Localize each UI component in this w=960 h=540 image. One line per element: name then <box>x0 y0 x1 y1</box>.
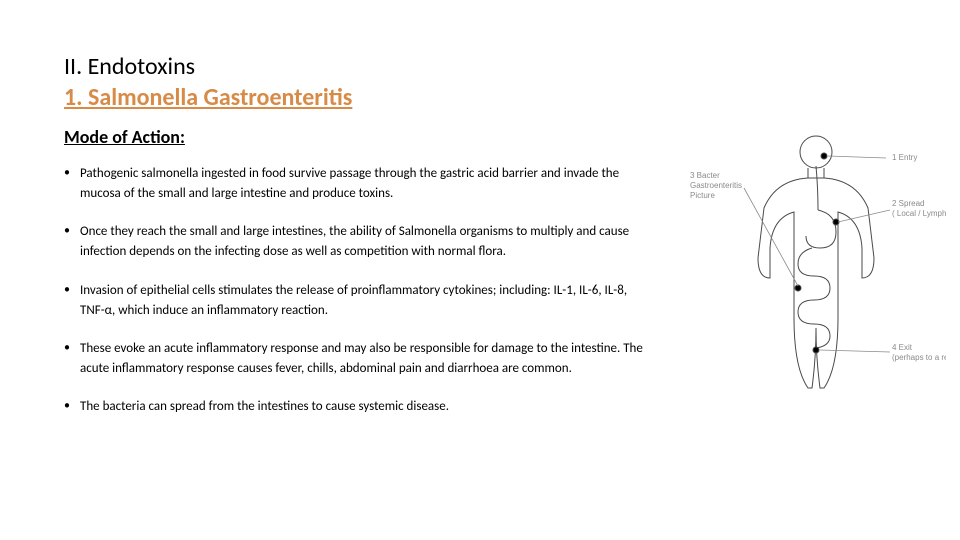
diagram-label-entry: 1 Entry <box>892 153 917 162</box>
bullet-item: These evoke an acute inflammatory respon… <box>64 339 654 379</box>
subsection-heading: 1. Salmonella Gastroenteritis <box>64 83 896 112</box>
bullet-item: Once they reach the small and large inte… <box>64 222 654 262</box>
bullet-item: The bacteria can spread from the intesti… <box>64 397 654 417</box>
bullet-item: Pathogenic salmonella ingested in food s… <box>64 164 654 204</box>
body-diagram: 3 BacterGastroenteritisPicture 1 Entry 2… <box>686 128 946 408</box>
diagram-label-left: 3 BacterGastroenteritisPicture <box>690 171 742 200</box>
section-heading: II. Endotoxins <box>64 52 896 81</box>
diagram-label-exit: 4 Exit(perhaps to a resource) <box>892 343 946 362</box>
diagram-label-spread: 2 Spread( Local / Lymph / Blood ) <box>892 199 946 218</box>
bullet-list: Pathogenic salmonella ingested in food s… <box>64 164 654 417</box>
bullet-item: Invasion of epithelial cells stimulates … <box>64 281 654 321</box>
